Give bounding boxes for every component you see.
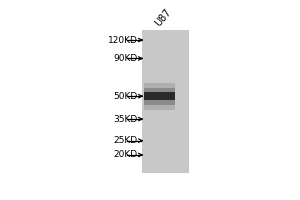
Text: 25KD: 25KD xyxy=(113,136,137,145)
Text: 20KD: 20KD xyxy=(113,150,137,159)
Text: 120KD: 120KD xyxy=(108,36,137,45)
Text: 35KD: 35KD xyxy=(113,115,137,124)
Bar xyxy=(145,83,175,110)
Text: 50KD: 50KD xyxy=(113,92,137,101)
Text: U87: U87 xyxy=(153,7,173,29)
Text: 90KD: 90KD xyxy=(113,54,137,63)
Bar xyxy=(145,92,175,100)
Bar xyxy=(145,88,175,105)
Bar xyxy=(142,30,189,173)
